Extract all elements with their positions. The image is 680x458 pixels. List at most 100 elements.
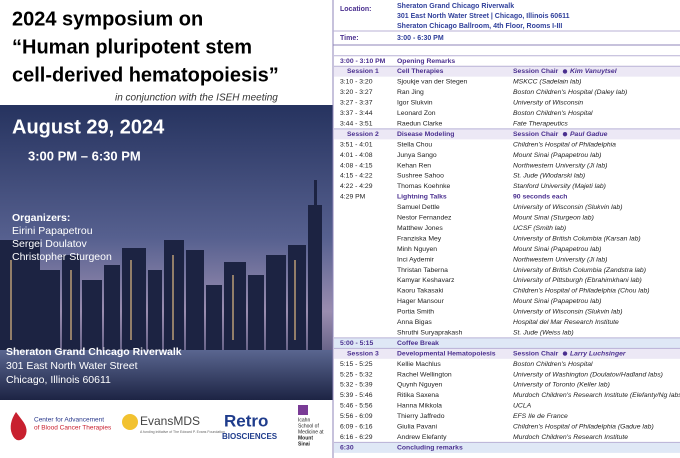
speaker: Shruthi Suryaprakash — [397, 329, 463, 336]
affiliation: University of Wisconsin (Slukvin lab) — [513, 204, 622, 211]
logos: Center for Advancement of Blood Cancer T… — [10, 405, 324, 447]
speaker: Raedun Clarke — [397, 120, 443, 127]
speaker: Sjoukje van der Stegen — [397, 79, 468, 86]
affiliation: Fate Therapeutics — [513, 120, 568, 127]
speaker: Andrew Elefanty — [397, 434, 447, 441]
session-label: Session 1 — [347, 68, 379, 75]
title-line: cell-derived hematopoiesis” — [12, 64, 279, 86]
time: 4:15 - 4:22 — [340, 173, 373, 180]
chair: Kim Vanuytsel — [570, 68, 617, 75]
bullet — [562, 131, 568, 137]
affiliation: Northwestern University (Ji lab) — [513, 162, 607, 169]
date: August 29, 2024 — [12, 116, 165, 138]
bullet — [562, 69, 568, 74]
logo-text: Medicine at — [298, 429, 324, 435]
time: 5:39 - 5:46 — [340, 392, 373, 399]
speaker: Thomas Koehnke — [397, 183, 450, 190]
logo-text: BIOSCIENCES — [222, 432, 278, 441]
time: 5:00 - 5:15 — [340, 340, 373, 347]
speaker: Stella Chou — [397, 141, 432, 148]
affiliation: Children's Hospital of Philadelphia (Gad… — [513, 424, 654, 431]
speaker: Quynh Nguyen — [397, 382, 443, 389]
note: 90 seconds each — [513, 194, 567, 201]
speaker: Thierry Jaffredo — [397, 413, 445, 420]
row-shade — [334, 128, 680, 140]
chair-label: Session Chair — [513, 68, 559, 75]
organizer: Christopher Sturgeon — [12, 251, 112, 263]
time: 3:44 - 3:51 — [340, 120, 373, 127]
organizer: Sergei Doulatov — [12, 238, 87, 250]
time: 6:30 — [340, 444, 354, 451]
affiliation: Children's Hospital of Philadelphia — [513, 141, 616, 148]
affiliation: University of Washington (Doulatov/Hadla… — [513, 371, 663, 378]
row-shade — [334, 442, 680, 453]
speaker: Giulia Pavani — [397, 424, 438, 431]
affiliation: University of Toronto (Keller lab) — [513, 382, 610, 389]
topic: Lightning Talks — [397, 194, 447, 201]
logo-text: of Blood Cancer Therapies — [34, 425, 112, 432]
time: 3:27 - 3:37 — [340, 100, 373, 107]
speaker: Franziska Mey — [397, 235, 442, 242]
affiliation: Mount Sinai (Sturgeon lab) — [513, 215, 594, 222]
label: Time: — [340, 35, 359, 42]
organizer: Eirini Papapetrou — [12, 225, 93, 237]
organizers-heading: Organizers: — [12, 212, 70, 224]
chair-label: Session Chair — [513, 350, 559, 357]
speaker: Junya Sango — [397, 152, 437, 159]
topic: Developmental Hematopoiesis — [397, 350, 496, 357]
speaker: Ran Jing — [397, 89, 424, 96]
affiliation: Hospital del Mar Research Institute — [513, 319, 619, 326]
affiliation: Children's Hospital of Philadelphia (Cho… — [513, 288, 650, 295]
affiliation: MSKCC (Sadelain lab) — [513, 79, 581, 86]
topic: Cell Therapies — [397, 68, 444, 75]
location: Sheraton Chicago Ballroom, 4th Floor, Ro… — [397, 23, 562, 30]
logo-text: EvansMDS — [140, 414, 200, 428]
time: 3:51 - 4:01 — [340, 141, 373, 148]
title-line: 2024 symposium on — [12, 8, 203, 30]
speaker: Nestor Fernandez — [397, 215, 452, 222]
affiliation: Boston Children's Hospital — [513, 361, 593, 368]
row-shade — [334, 348, 680, 359]
logo-text: School of — [298, 423, 319, 429]
affiliation: St. Jude (Weiss lab) — [513, 329, 574, 336]
row-shade — [334, 337, 680, 349]
affiliation: Boston Children's Hospital (Daley lab) — [513, 89, 627, 96]
location: Sheraton Grand Chicago Riverwalk — [397, 3, 514, 10]
chair: Larry Luchsinger — [570, 350, 626, 357]
time: 3:00 - 6:30 PM — [397, 35, 444, 42]
time: 5:32 - 5:39 — [340, 382, 373, 389]
time: 3:00 PM – 6:30 PM — [28, 148, 141, 163]
logo-text: A funding initiative of The Edward P. Ev… — [140, 430, 225, 434]
speaker: Igor Slukvin — [397, 100, 433, 107]
schedule: 3:00 - 3:10 PM Opening Remarks Session 1 Ce… — [334, 55, 680, 453]
speaker: Samuel Dettle — [397, 204, 440, 211]
time: 6:09 - 6:16 — [340, 424, 373, 431]
logo-text: Sinai — [298, 441, 311, 447]
speaker: Thristan Taberna — [397, 267, 448, 274]
item-title: Concluding remarks — [397, 444, 463, 451]
time: 5:25 - 5:32 — [340, 371, 373, 378]
logo-text: Icahn — [298, 417, 310, 423]
speaker: Minh Nguyen — [397, 246, 437, 253]
venue-name: Sheraton Grand Chicago Riverwalk — [6, 346, 182, 358]
chair-label: Session Chair — [513, 131, 559, 138]
affiliation: UCLA — [513, 403, 532, 410]
title-line: “Human pluripotent stem — [12, 36, 252, 58]
time: 3:10 - 3:20 — [340, 79, 373, 86]
speaker: Hanna Mikkola — [397, 403, 442, 410]
time: 3:00 - 3:10 PM — [340, 58, 386, 65]
speaker: Leonard Zon — [397, 110, 436, 117]
logo-text: Mount — [298, 435, 313, 441]
logo-text: Retro — [224, 411, 268, 430]
speaker: Portia Smith — [397, 309, 434, 316]
speaker: Matthew Jones — [397, 225, 443, 232]
time: 5:15 - 5:25 — [340, 361, 373, 368]
logo-text: Center for Advancement — [34, 417, 104, 424]
speaker: Ritika Saxena — [397, 392, 439, 399]
time: 5:56 - 6:09 — [340, 413, 373, 420]
speaker: Anna Bigas — [397, 319, 432, 326]
venue-line: 301 East North Water Street — [6, 360, 138, 372]
affiliation: Murdoch Children's Research Institute — [513, 434, 628, 441]
affiliation: Mount Sinai (Papapetrou lab) — [513, 152, 601, 159]
